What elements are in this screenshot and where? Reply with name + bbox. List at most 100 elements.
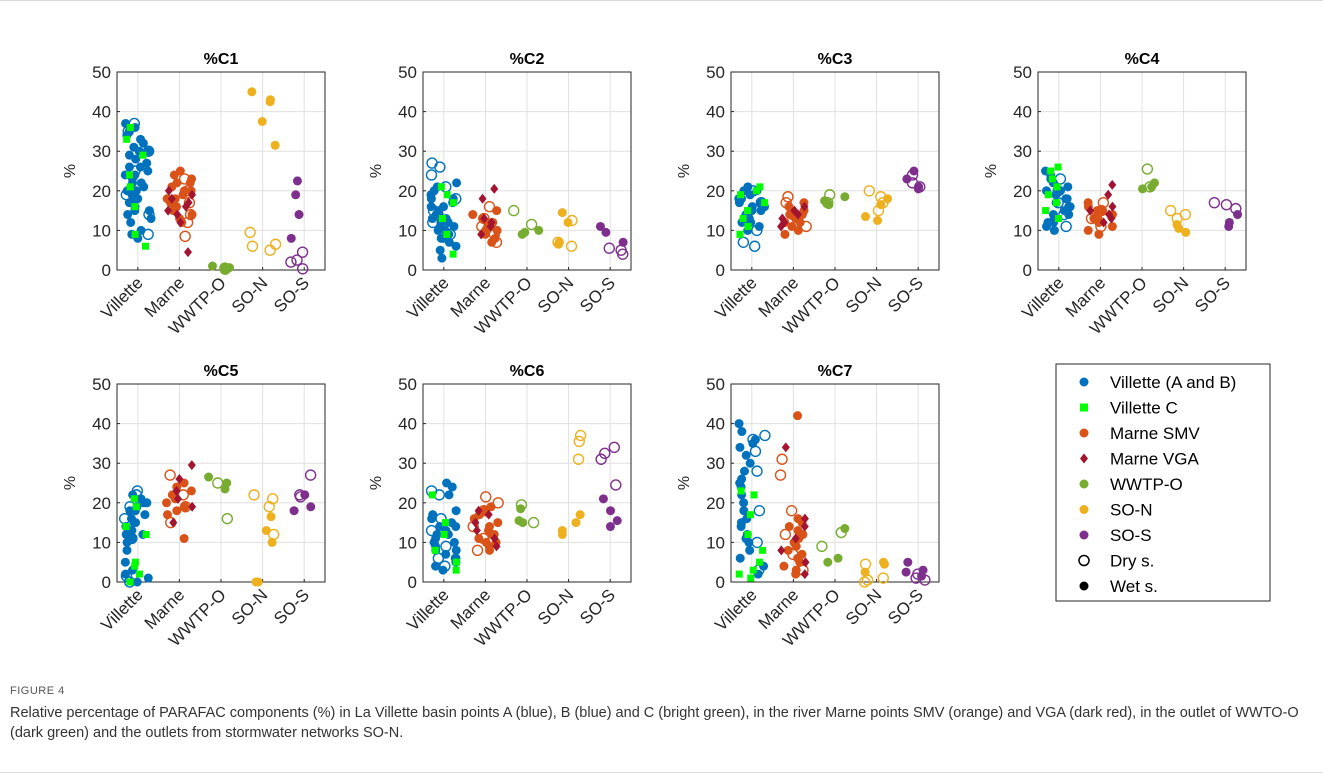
y-tick-label: 0 xyxy=(408,261,417,280)
data-point-villette-a-and-b xyxy=(139,498,149,508)
chart-title: %C2 xyxy=(510,51,545,68)
data-point-villette-a-and-b xyxy=(432,529,442,539)
data-point-wwtp-o xyxy=(520,227,530,237)
data-point-marne-vga xyxy=(176,217,185,228)
data-point-so-n xyxy=(563,217,573,227)
y-tick-label: 20 xyxy=(398,182,417,201)
data-point-so-n xyxy=(1164,204,1177,217)
data-point-so-n xyxy=(873,216,883,225)
data-point-marne-vga xyxy=(800,513,809,524)
data-point-villette-a-and-b xyxy=(131,186,141,196)
data-point-villette-c xyxy=(443,191,451,199)
data-point-villette-a-and-b xyxy=(146,214,156,224)
data-point-marne-smv xyxy=(797,549,807,559)
data-point-marne-vga xyxy=(188,501,197,512)
data-point-marne-smv xyxy=(779,528,792,541)
x-tick-label: SO-S xyxy=(270,273,313,316)
data-point-marne-smv xyxy=(474,533,484,543)
data-point-villette-a-and-b xyxy=(129,194,139,204)
data-point-villette-c xyxy=(123,135,131,143)
data-point-marne-vga xyxy=(173,493,182,504)
data-point-so-s xyxy=(601,227,611,237)
data-point-villette-c xyxy=(753,187,761,195)
chart-panel-4: 01020304050%%C4VilletteMarneWWTP-OSO-NSO… xyxy=(983,51,1247,338)
legend-entry-villette-c-marker xyxy=(1080,403,1088,412)
data-point-villette-c xyxy=(739,215,747,223)
data-point-so-n xyxy=(1172,219,1182,229)
data-point-villette-c xyxy=(139,151,147,159)
data-point-so-s xyxy=(914,182,924,192)
data-point-marne-vga xyxy=(480,213,489,224)
data-point-villette-a-and-b xyxy=(451,545,461,555)
data-point-so-s xyxy=(1220,198,1233,211)
data-point-villette-a-and-b xyxy=(449,537,459,547)
data-point-villette-c xyxy=(1048,175,1056,183)
data-point-marne-smv xyxy=(493,518,503,528)
data-point-villette-a-and-b xyxy=(425,169,438,181)
data-point-marne-smv xyxy=(162,194,172,204)
data-point-so-s xyxy=(300,490,310,500)
data-point-so-n xyxy=(878,557,888,567)
data-point-marne-smv xyxy=(481,537,491,547)
data-point-so-s xyxy=(1224,217,1234,227)
data-point-marne-smv xyxy=(180,502,190,512)
data-point-villette-a-and-b xyxy=(123,210,133,220)
data-point-villette-a-and-b xyxy=(144,206,154,216)
data-point-villette-a-and-b xyxy=(737,236,750,248)
data-point-villette-c xyxy=(130,495,138,503)
data-point-marne-smv xyxy=(795,217,805,227)
data-point-villette-c xyxy=(452,558,460,566)
data-point-wwtp-o xyxy=(840,524,850,534)
data-point-marne-vga xyxy=(172,485,181,496)
data-point-villette-a-and-b xyxy=(745,545,755,555)
data-point-villette-c xyxy=(131,230,139,238)
data-point-villette-c xyxy=(136,570,144,578)
data-point-villette-c xyxy=(736,230,744,238)
data-point-villette-a-and-b xyxy=(1063,182,1073,192)
data-point-so-s xyxy=(297,263,309,275)
data-point-villette-a-and-b xyxy=(739,466,749,476)
chart-title: %C5 xyxy=(204,363,239,380)
data-point-marne-smv xyxy=(782,191,794,203)
data-point-marne-vga xyxy=(484,509,493,520)
chart-panel-7: 01020304050%%C7VilletteMarneWWTP-OSO-NSO… xyxy=(676,363,940,650)
data-point-so-s xyxy=(291,254,303,266)
data-point-marne-smv xyxy=(186,486,196,496)
x-tick-label: SO-N xyxy=(842,585,885,628)
data-point-so-s xyxy=(608,441,620,454)
y-tick-label: 20 xyxy=(706,494,725,513)
data-point-so-n xyxy=(267,493,279,505)
data-point-marne-smv xyxy=(791,565,801,575)
data-point-wwtp-o xyxy=(514,516,524,526)
data-point-villette-c xyxy=(131,562,139,570)
x-tick-label: Villette xyxy=(403,585,452,634)
data-point-marne-vga xyxy=(169,517,178,528)
data-point-so-n xyxy=(246,240,259,252)
data-point-villette-c xyxy=(441,519,449,527)
data-point-villette-c xyxy=(131,203,139,211)
data-point-villette-c xyxy=(122,523,130,531)
data-point-marne-smv xyxy=(776,453,788,465)
data-point-villette-a-and-b xyxy=(427,214,437,224)
legend-entry-marne-vga-label: Marne VGA xyxy=(1110,450,1199,469)
y-tick-label: 40 xyxy=(706,103,725,122)
data-point-villette-a-and-b xyxy=(428,510,438,520)
data-point-marne-vga xyxy=(167,193,176,204)
data-point-marne-smv xyxy=(172,178,182,188)
chart-panel-6: 01020304050%%C6VilletteMarneWWTP-OSO-NSO… xyxy=(368,363,632,650)
data-point-marne-smv xyxy=(486,502,496,512)
x-tick-label: SO-S xyxy=(270,585,313,628)
data-point-villette-c xyxy=(737,487,745,495)
y-tick-label: 10 xyxy=(398,533,417,552)
data-point-marne-smv xyxy=(1089,214,1099,224)
y-axis-label: % xyxy=(983,164,1000,178)
y-tick-label: 40 xyxy=(1013,103,1032,122)
data-point-so-n xyxy=(574,429,587,442)
data-point-villette-a-and-b xyxy=(429,537,439,547)
y-tick-label: 0 xyxy=(102,573,111,592)
data-point-so-n xyxy=(571,518,581,528)
data-point-marne-smv xyxy=(492,497,504,509)
y-axis-label: % xyxy=(368,164,385,178)
data-point-wwtp-o xyxy=(816,540,828,553)
x-tick-label: Villette xyxy=(403,273,452,322)
